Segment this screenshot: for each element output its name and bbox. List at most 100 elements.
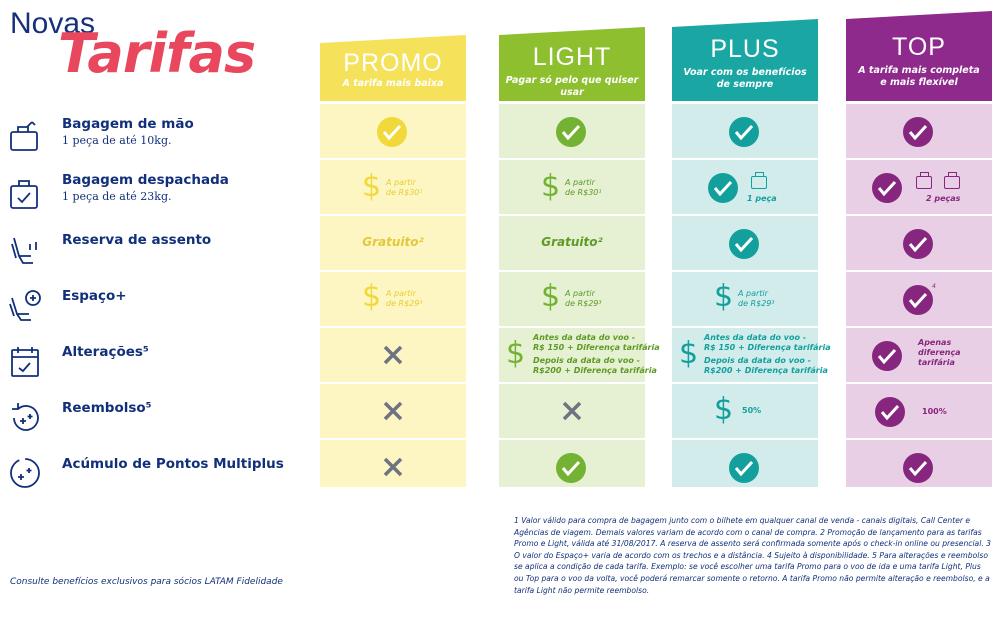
- light-header: LIGHT Pagar só pelo que quiser usar: [499, 43, 645, 99]
- plan-column-top: TOP A tarifa mais completa e mais flexív…: [846, 11, 992, 487]
- check-icon: [729, 453, 759, 483]
- seat-plus-icon: [9, 290, 41, 321]
- feature-name: Alterações⁵: [62, 344, 149, 360]
- plan-column-light: LIGHT Pagar só pelo que quiser usar $ A …: [499, 27, 660, 487]
- feature-row-hand-luggage: Bagagem de mão 1 peça de até 10kg.: [0, 110, 310, 166]
- feature-name: Reserva de assento: [62, 232, 212, 248]
- dollar-icon: $: [506, 336, 526, 371]
- top-header: TOP A tarifa mais completa e mais flexív…: [846, 33, 992, 89]
- check-icon: [556, 117, 586, 147]
- alter-after-text: Depois da data do voo - R$200 + Diferenç…: [704, 356, 828, 375]
- title-tarifas: Tarifas: [58, 22, 256, 85]
- top-refund: 100%: [846, 384, 992, 438]
- alter-before-text: Antes da data do voo - R$ 150 + Diferenç…: [533, 333, 660, 352]
- points-icon: [10, 458, 40, 488]
- feature-row-points: Acúmulo de Pontos Multiplus: [0, 446, 310, 502]
- alter-before-text: Antes da data do voo - R$ 150 + Diferenç…: [704, 333, 831, 352]
- light-points: [499, 440, 645, 494]
- bag-icon: [916, 172, 932, 189]
- check-icon: [903, 117, 933, 147]
- top-hand-luggage: [846, 104, 992, 158]
- dollar-icon: $: [679, 336, 699, 371]
- check-icon: [556, 453, 586, 483]
- light-changes: $ Antes da data do voo - R$ 150 + Difere…: [499, 328, 660, 382]
- plus-checked-bag: 1 peça: [672, 160, 818, 214]
- plus-points: [672, 440, 818, 494]
- bag-pieces-text: 2 peças: [926, 194, 961, 203]
- bag-pieces-text: 1 peça: [747, 194, 777, 203]
- dollar-icon: $: [362, 279, 382, 314]
- plus-space-plus: $ A partir de R$29³: [672, 272, 818, 326]
- feature-row-space-plus: Espaço+: [0, 278, 310, 334]
- light-seat: Gratuito²: [499, 216, 645, 270]
- check-icon: [729, 229, 759, 259]
- plan-column-plus: PLUS Voar com os benefícios de sempre 1 …: [672, 19, 831, 487]
- feature-name: Bagagem de mão: [62, 116, 194, 132]
- promo-space-plus: $ A partir de R$29³: [320, 272, 466, 326]
- refund-text: 50%: [742, 406, 762, 415]
- check-icon: [708, 173, 738, 203]
- plus-hand-luggage: [672, 104, 818, 158]
- feature-name: Acúmulo de Pontos Multiplus: [62, 456, 284, 472]
- feature-name: Reembolso⁵: [62, 400, 152, 416]
- dollar-icon: $: [714, 279, 734, 314]
- feature-name: Espaço+: [62, 288, 127, 304]
- plan-tagline: Voar com os benefícios de sempre: [683, 67, 807, 90]
- x-icon: [562, 401, 582, 421]
- x-icon: [383, 401, 403, 421]
- footer-fidelidade-note: Consulte benefícios exclusivos para sóci…: [10, 577, 283, 587]
- footnote-mark: 4: [932, 283, 936, 290]
- top-points: [846, 440, 992, 494]
- promo-points: [320, 440, 466, 494]
- feature-row-changes: Alterações⁵: [0, 334, 310, 390]
- check-icon: [377, 117, 407, 147]
- check-icon: [872, 173, 902, 203]
- price-text: A partir de R$29³: [738, 289, 775, 308]
- light-body: [499, 104, 645, 487]
- light-header-bg: [499, 27, 645, 101]
- promo-body: [320, 104, 466, 487]
- feature-name: Bagagem despachada: [62, 172, 229, 188]
- price-text: A partir de R$29³: [386, 289, 423, 308]
- top-header-bg: [846, 11, 992, 101]
- promo-refund: [320, 384, 466, 438]
- refund-icon: [12, 403, 39, 431]
- plan-tagline: A tarifa mais completa e mais flexível: [858, 65, 980, 88]
- hand-luggage-icon: [10, 121, 38, 151]
- plan-name: LIGHT: [532, 43, 612, 71]
- price-text: A partir de R$30¹: [386, 178, 423, 197]
- plus-seat: [672, 216, 818, 270]
- check-icon: [903, 285, 933, 315]
- promo-seat: Gratuito²: [320, 216, 466, 270]
- plan-name: PLUS: [710, 35, 780, 63]
- light-space-plus: $ A partir de R$29³: [499, 272, 645, 326]
- price-text: A partir de R$30¹: [565, 178, 602, 197]
- plan-name: TOP: [892, 33, 946, 61]
- check-icon: [729, 117, 759, 147]
- dollar-icon: $: [541, 279, 561, 314]
- footer-footnotes: 1 Valor válido para compra de bagagem ju…: [514, 516, 991, 595]
- top-seat: [846, 216, 992, 270]
- x-icon: [383, 345, 403, 365]
- top-space-plus: 4: [846, 272, 992, 326]
- x-icon: [383, 457, 403, 477]
- light-hand-luggage: [499, 104, 645, 158]
- seat-free-text: Gratuito²: [541, 235, 603, 249]
- feature-row-seat: Reserva de assento: [0, 222, 310, 278]
- light-checked-bag: $ A partir de R$30¹: [499, 160, 645, 214]
- seat-icon: [11, 237, 37, 264]
- seat-free-text: Gratuito²: [362, 235, 424, 249]
- feature-sub: 1 peça de até 10kg.: [62, 134, 172, 147]
- plan-tagline: A tarifa mais baixa: [342, 78, 444, 89]
- plus-body: [672, 104, 818, 487]
- bag-icon: [751, 172, 767, 189]
- title-novas: Novas: [10, 7, 96, 40]
- light-refund: [499, 384, 645, 438]
- dollar-icon: $: [714, 392, 734, 427]
- refund-text: 100%: [922, 407, 947, 416]
- check-icon: [872, 341, 902, 371]
- plan-name: PROMO: [343, 49, 443, 77]
- promo-changes: [320, 328, 466, 382]
- plus-changes: $ Antes da data do voo - R$ 150 + Difere…: [672, 328, 831, 382]
- checked-bag-icon: [10, 180, 38, 209]
